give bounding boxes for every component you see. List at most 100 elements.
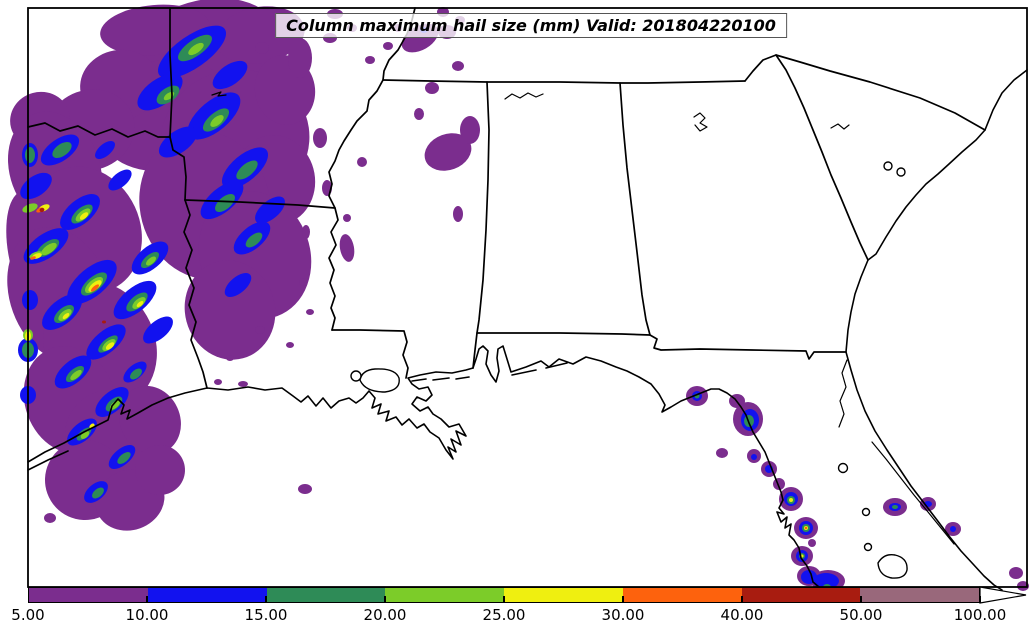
hail-cell [286,342,294,348]
lake-kissimmee [837,462,849,474]
barrier-islands [27,362,568,471]
colorbar-segment-15-20 [266,588,386,602]
hail-cell [212,60,248,90]
hail-cell [452,61,464,71]
border-mississippi-alabama [472,81,490,369]
colorbar-segment-50-100 [860,588,979,602]
hail-cell [184,260,276,360]
colorbar-tick [741,596,743,603]
hail-cell [357,157,367,167]
hail-cell [245,232,263,248]
colorbar-segment-25-30 [504,588,623,602]
lake-marion [883,161,893,171]
colorbar-tick [384,596,386,603]
hail-cell [108,169,132,191]
hail-cell [210,115,224,127]
hail-cell [383,42,393,50]
state-borders [27,7,986,389]
hail-cell [892,505,898,509]
hail-cell [751,454,757,460]
hail-cell [62,313,70,319]
hail-cell [813,573,839,589]
georgia-lake [693,112,708,132]
colorbar-segment-5-10 [29,588,148,602]
hail-cell [119,385,181,455]
border-red-river-tx-ok [27,122,171,138]
colorbar-segment-10-15 [147,588,267,602]
hail-cell [302,225,310,239]
lake-small-1 [861,507,871,517]
south-carolina-river [830,123,850,130]
hail-cell [453,206,463,222]
colorbar-tick-label: 10.00 [125,606,169,624]
hail-cell [306,309,314,315]
gulf-coastline [27,345,820,588]
colorbar-tick-label: 20.00 [363,606,407,624]
hail-cell [117,452,131,464]
hail-cell [52,142,72,158]
colorbar-tick-label: 30.00 [601,606,645,624]
colorbar-tick [146,596,148,603]
coastlines [27,69,1028,591]
hail-cell [105,342,115,350]
hail-cell [22,203,38,213]
hail-cell [110,400,120,410]
colorbar-overflow-arrow [979,586,1027,604]
hail-cell [102,320,106,324]
hail-cell [424,133,472,171]
hail-cell [136,301,144,307]
hail-cell [130,368,142,380]
colorbar-tick-label: 50.00 [839,606,883,624]
lake-maurepas [350,370,362,382]
hail-cell [425,82,439,94]
border-north-south-carolina [744,54,986,131]
hail-cell [92,487,104,499]
hail-cell [808,539,816,547]
hail-cell [22,290,38,310]
atlantic-coastline [845,69,1028,591]
lake-pontchartrain [359,368,400,393]
colorbar-segment-20-25 [385,588,504,602]
hail-cell [188,42,204,56]
hail-cell [716,448,728,458]
hail-cell [39,207,45,213]
colorbar-tick-label: 40.00 [720,606,764,624]
lake-okeechobee [877,553,908,579]
hail-cell [804,526,808,530]
arkansas-lake [211,91,227,97]
hail-cell [238,381,248,387]
colorbar-segment-40-50 [741,588,861,602]
hail-cell [25,147,35,163]
border-alabama-florida-georgia [476,332,847,360]
lakes [350,161,908,579]
colorbar-tick [860,596,862,603]
tennessee-river [504,92,544,100]
hail-cell [255,42,269,54]
map-title: Column maximum hail size (mm) Valid: 201… [275,13,787,38]
lake-moultrie [896,167,906,177]
border-georgia-south-carolina [775,54,869,261]
colorbar-tick-label: 100.00 [953,606,1007,624]
hail-cell [135,445,185,495]
colorbar-tick [265,596,267,603]
hail-cell [41,242,57,256]
hail-cell [1009,567,1023,579]
border-oklahoma-arkansas [169,7,173,138]
hail-cell [214,379,222,385]
hail-cell [414,108,424,120]
colorbar-tick-label: 25.00 [482,606,526,624]
hail-cell [1017,581,1029,591]
border-sabine-tx-la [183,199,208,389]
hail-cell [255,326,265,334]
border-alabama-georgia [619,82,651,336]
map-title-text: Column maximum hail size (mm) Valid: 201… [286,16,776,35]
hail-cell [146,256,156,266]
colorbar-tick-label: 15.00 [244,606,288,624]
colorbar-tick [622,596,624,603]
hail-cell [30,256,36,260]
border-mississippi-south [331,329,409,379]
hail-cell [143,316,173,344]
hail-cell [224,273,252,297]
